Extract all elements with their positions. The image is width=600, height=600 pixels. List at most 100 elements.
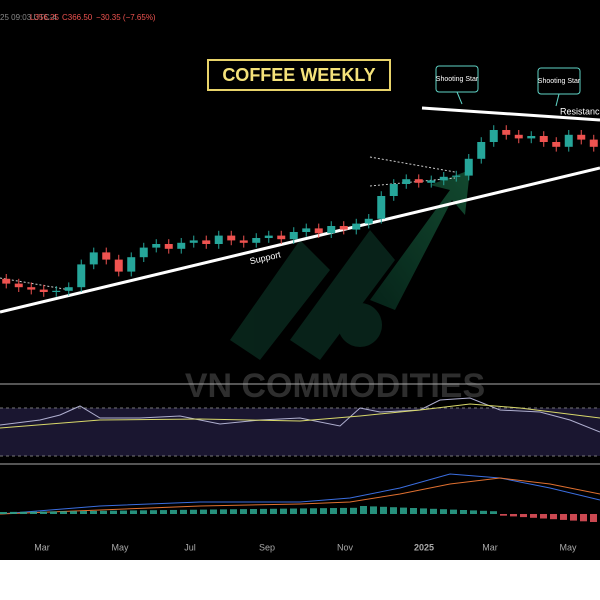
candle-body (227, 235, 236, 241)
histogram-bar (140, 510, 147, 514)
histogram-bar (230, 509, 237, 514)
histogram-bar (270, 508, 277, 514)
callout-pointer (456, 91, 463, 105)
histogram-bar (460, 510, 467, 514)
candle-body (477, 142, 486, 159)
histogram-bar (100, 510, 107, 514)
histogram-bar (20, 511, 27, 514)
candle-body (189, 240, 198, 243)
candle-body (177, 242, 186, 249)
candle-body (39, 289, 48, 292)
histogram-bar (470, 510, 477, 514)
histogram-bar (60, 511, 67, 514)
histogram-bar (110, 510, 117, 514)
histogram-bar (390, 507, 397, 514)
histogram-bar (280, 508, 287, 514)
histogram-bar (550, 514, 557, 520)
support-line (0, 166, 600, 314)
rsi-line (0, 397, 600, 433)
candles (2, 125, 598, 297)
histogram-bar (340, 507, 347, 514)
histogram-bar (70, 511, 77, 514)
x-tick-label: Jul (184, 542, 196, 552)
histogram-bar (490, 511, 497, 514)
histogram-bar (450, 509, 457, 514)
candle-body (252, 238, 261, 243)
candle-body (202, 240, 211, 244)
candle-body (152, 244, 161, 248)
histogram-bar (580, 514, 587, 522)
histogram-bar (350, 507, 357, 514)
candle-body (339, 226, 348, 230)
candle-body (214, 235, 223, 244)
annotation: Shooting Star (436, 76, 479, 83)
x-tick-label: Mar (34, 542, 50, 552)
watermark-logo (230, 170, 470, 360)
candle-body (389, 184, 398, 196)
candle-body (402, 179, 411, 184)
header: 25 09:03 UTC-4 (0, 13, 57, 22)
x-tick-label: Sep (259, 542, 275, 552)
candle-body (264, 235, 273, 238)
histogram-bar (360, 506, 367, 514)
resistance-line (421, 106, 600, 122)
candle-body (302, 228, 311, 232)
histogram-bar (300, 508, 307, 514)
histogram-bar (290, 508, 297, 514)
candle-body (52, 290, 61, 292)
chart-title: COFFEE WEEKLY (222, 65, 375, 85)
histogram-bar (430, 508, 437, 514)
candle-body (377, 196, 386, 219)
histogram-bar (30, 511, 37, 514)
histogram-bar (150, 510, 157, 514)
histogram-bar (310, 508, 317, 514)
candle-body (314, 228, 323, 234)
watermark: VN COMMODITIES (185, 367, 485, 405)
candle-body (577, 134, 586, 140)
x-tick-label: Nov (337, 542, 354, 552)
histogram-bar (180, 509, 187, 514)
pattern-line (369, 156, 456, 173)
histogram-bar (190, 509, 197, 514)
x-tick-label: May (111, 542, 129, 552)
x-tick-label: Mar (482, 542, 498, 552)
annotation: Resistance (560, 106, 600, 116)
candle-body (277, 235, 286, 240)
candle-body (414, 179, 423, 183)
histogram-bar (160, 510, 167, 514)
candle-body (502, 130, 511, 135)
x-tick-label: 2025 (414, 542, 434, 552)
histogram-bar (130, 510, 137, 514)
histogram-bar (170, 509, 177, 514)
title-box (207, 59, 391, 91)
histogram-bar (330, 508, 337, 514)
histogram-bar (510, 514, 517, 517)
candle-body (239, 240, 248, 243)
candle-body (127, 257, 136, 272)
histogram-bar (250, 509, 257, 514)
candle-body (452, 175, 461, 177)
histogram-bar (560, 514, 567, 520)
candle-body (102, 252, 111, 260)
histogram-bar (480, 510, 487, 514)
header-close: C366.50 (62, 13, 93, 22)
candle-body (489, 130, 498, 142)
candle-body (14, 283, 23, 288)
candle-body (289, 232, 298, 240)
macd-histogram (0, 506, 597, 522)
histogram-bar (410, 508, 417, 514)
histogram-bar (530, 514, 537, 518)
header-change: −30.35 (−7.65%) (96, 13, 156, 22)
header-low: L356.25 (30, 13, 59, 22)
candle-body (139, 247, 148, 258)
candle-body (164, 244, 173, 249)
rsi-band (0, 408, 600, 456)
candle-body (464, 158, 473, 176)
rsi-ma (0, 403, 600, 429)
candle-body (352, 223, 361, 230)
candle-body (327, 226, 336, 234)
histogram-bar (420, 508, 427, 514)
histogram-bar (80, 511, 87, 514)
histogram-bar (220, 509, 227, 514)
x-tick-label: May (559, 542, 577, 552)
